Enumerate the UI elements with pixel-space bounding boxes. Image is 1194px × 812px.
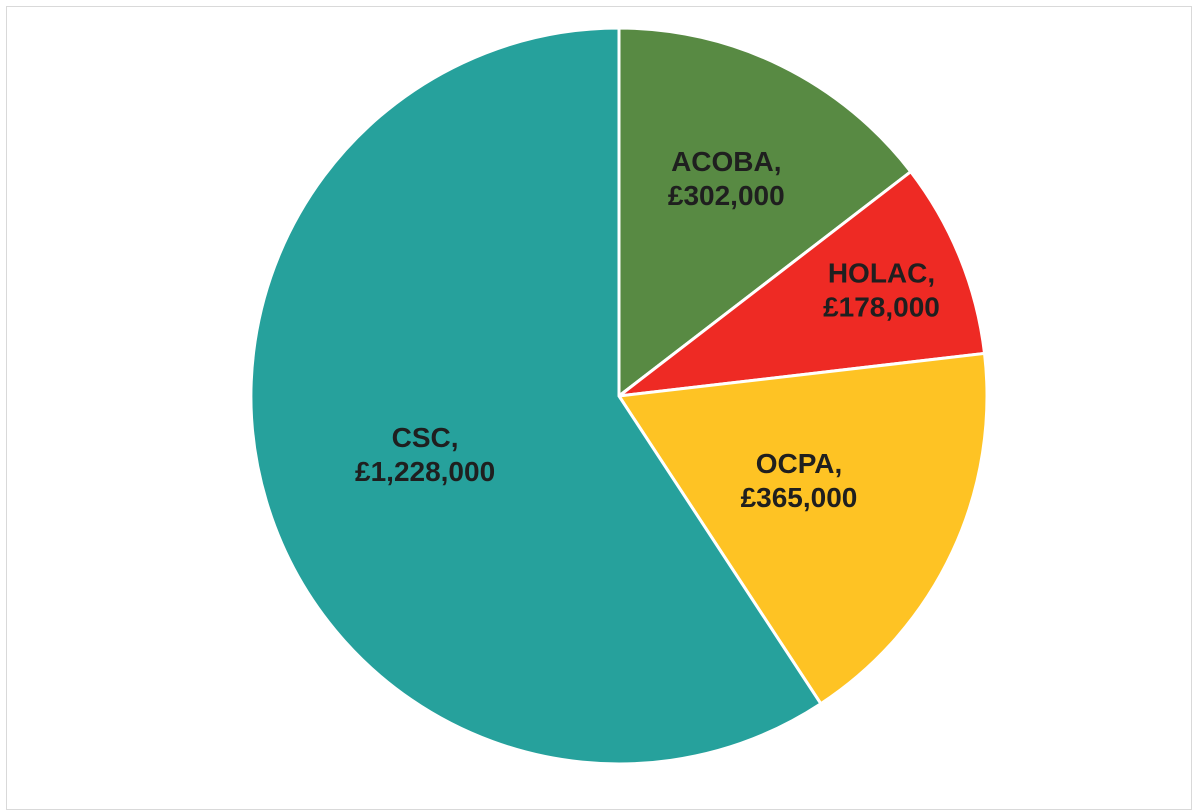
pie-labels: ACOBA,£302,000 HOLAC,£178,000 OCPA,£365,00…	[355, 146, 940, 513]
pie-slice-holac	[613, 169, 987, 399]
slice-value-label-csc: £1,228,000	[355, 456, 495, 487]
slice-label-holac: HOLAC,	[828, 257, 935, 288]
slice-value-label-ocpa: £365,000	[741, 482, 858, 513]
slice-value-label-holac: £178,000	[823, 291, 940, 322]
pie-slice-acoba	[617, 26, 913, 400]
slice-value-label-acoba: £302,000	[668, 180, 785, 211]
slice-label-acoba: ACOBA,	[671, 146, 781, 177]
pie-slice-ocpa	[616, 351, 989, 706]
slice-label-csc: CSC,	[392, 422, 459, 453]
pie-slices	[249, 26, 989, 766]
pie-slice-csc	[249, 26, 823, 766]
slice-label-ocpa: OCPA,	[756, 448, 843, 479]
